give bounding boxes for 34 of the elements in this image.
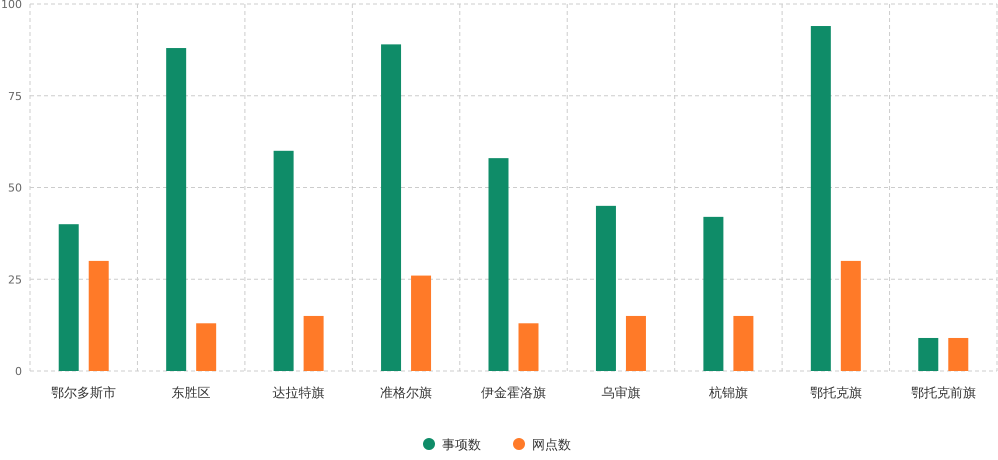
bar [733, 316, 754, 371]
x-tick-label: 伊金霍洛旗 [481, 386, 546, 401]
x-tick-label: 达拉特旗 [272, 386, 325, 401]
bar [411, 276, 432, 371]
bar [274, 150, 294, 371]
y-tick-label: 75 [8, 90, 22, 103]
x-tick-label: 东胜区 [172, 386, 211, 401]
x-tick-label: 杭锦旗 [708, 386, 748, 401]
y-tick-label: 0 [15, 365, 22, 378]
bar [381, 44, 402, 371]
bar [703, 216, 724, 371]
legend-label: 事项数 [442, 438, 481, 453]
bar [166, 48, 186, 371]
bar [58, 224, 79, 371]
bar [304, 316, 324, 371]
bar [596, 206, 616, 371]
y-tick-label: 50 [8, 182, 22, 194]
x-tick-label: 鄂尔多斯市 [51, 386, 116, 401]
bar [918, 338, 938, 371]
x-tick-label: 准格尔旗 [380, 386, 432, 401]
bar [840, 260, 861, 371]
x-tick-label: 乌审旗 [601, 385, 640, 401]
x-tick-label: 鄂托克前旗 [910, 386, 976, 401]
bar [88, 260, 109, 371]
y-tick-label: 25 [8, 273, 22, 286]
bar [810, 26, 831, 371]
legend-label: 网点数 [532, 438, 571, 453]
x-tick-label: 鄂托克旗 [810, 386, 862, 401]
bar [196, 323, 216, 371]
bar [948, 338, 968, 371]
bar [626, 316, 646, 371]
bar [488, 158, 508, 371]
y-tick-label: 100 [1, 0, 22, 11]
bar [518, 323, 538, 371]
